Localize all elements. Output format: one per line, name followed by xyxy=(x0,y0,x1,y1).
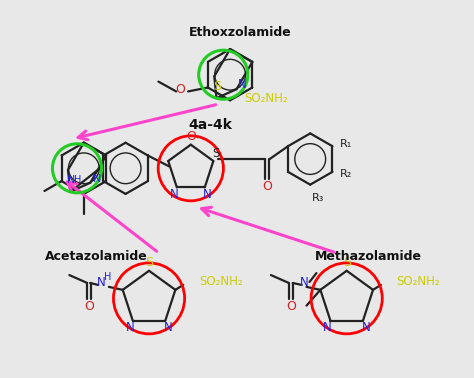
Text: H: H xyxy=(74,175,82,185)
Text: N: N xyxy=(203,188,212,201)
Text: N: N xyxy=(126,321,134,334)
Text: S: S xyxy=(213,80,221,93)
Text: Ethoxzolamide: Ethoxzolamide xyxy=(189,26,292,39)
Text: Methazolamide: Methazolamide xyxy=(315,251,422,263)
Text: H: H xyxy=(104,272,111,282)
Text: O: O xyxy=(175,83,185,96)
Text: SO₂NH₂: SO₂NH₂ xyxy=(397,276,440,288)
Text: N: N xyxy=(67,175,75,185)
Text: O: O xyxy=(286,300,296,313)
Text: N: N xyxy=(323,321,332,334)
Text: N: N xyxy=(170,188,178,201)
Text: N: N xyxy=(164,321,173,334)
Text: R₃: R₃ xyxy=(312,194,324,203)
Text: O: O xyxy=(186,130,196,143)
Text: S: S xyxy=(213,147,220,160)
Text: R₁: R₁ xyxy=(340,139,353,149)
Text: N: N xyxy=(362,321,370,334)
Text: N: N xyxy=(300,276,309,290)
Text: S: S xyxy=(145,256,153,270)
Text: S: S xyxy=(343,256,351,270)
Text: N: N xyxy=(93,174,101,184)
Text: O: O xyxy=(84,300,94,313)
Text: Acetazolamide: Acetazolamide xyxy=(46,251,148,263)
Text: O: O xyxy=(262,180,272,193)
Text: 4a-4k: 4a-4k xyxy=(189,118,233,132)
Text: SO₂NH₂: SO₂NH₂ xyxy=(244,91,288,105)
Text: N: N xyxy=(238,78,247,91)
Text: SO₂NH₂: SO₂NH₂ xyxy=(199,276,243,288)
Text: R₂: R₂ xyxy=(340,169,353,179)
Text: N: N xyxy=(97,276,105,290)
